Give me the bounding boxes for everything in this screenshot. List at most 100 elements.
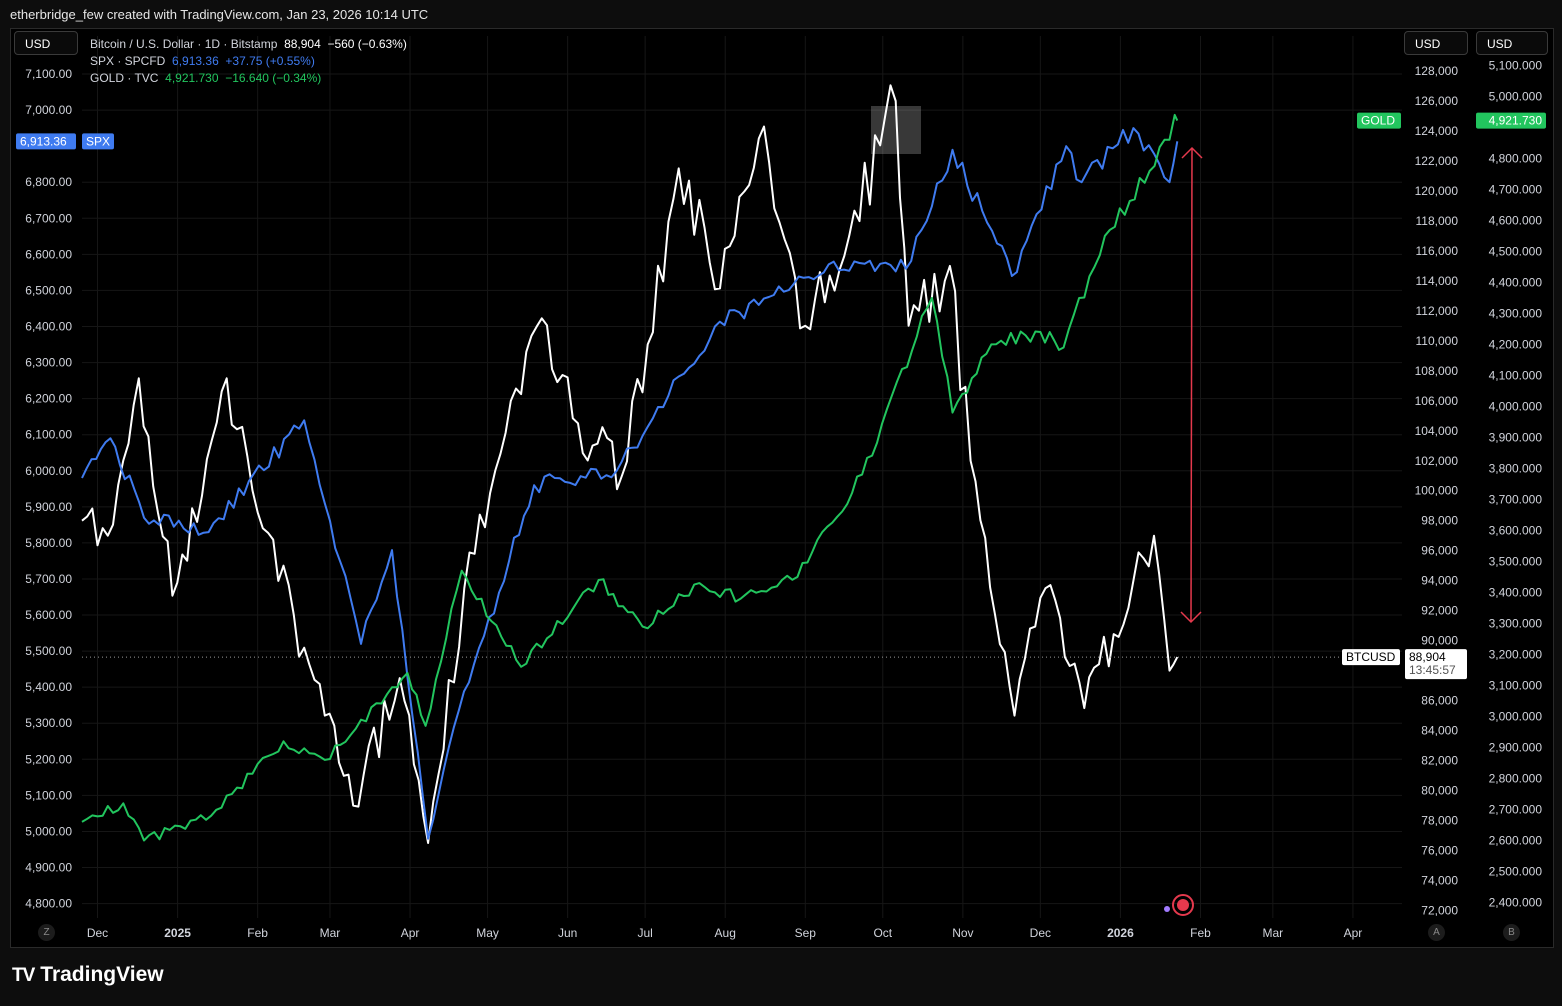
economic-event-icon (1172, 894, 1194, 916)
btc-value-badge-bg (1405, 649, 1467, 680)
legend-gold[interactable]: GOLD · TVC 4,921.730 −16.640 (−0.34%) (90, 70, 407, 87)
spx-tick-label: 4,900.00 (25, 861, 72, 875)
measure-arrow-line (1190, 147, 1193, 623)
btc-tick-label: 90,000 (1421, 634, 1458, 648)
legend-spx-name: SPX · SPCFD (90, 54, 166, 68)
spx-tick-label: 6,700.00 (25, 211, 72, 225)
spx-tick-label: 6,500.00 (25, 283, 72, 297)
x-tick-label: Jun (558, 926, 577, 940)
spx-label-badge-bg (82, 133, 114, 150)
gold-tick-label: 2,900.000 (1489, 740, 1543, 754)
gold-tick-label: 3,400.000 (1489, 585, 1543, 599)
x-tick-label: Jul (637, 926, 652, 940)
spx-tick-label: 5,100.00 (25, 788, 72, 802)
gold-tick-label: 3,200.000 (1489, 647, 1543, 661)
gold-tick-label: 3,100.000 (1489, 678, 1543, 692)
right-currency-selector-2[interactable]: USD (1476, 31, 1548, 55)
btc-tick-label: 116,000 (1416, 244, 1459, 258)
gold-tick-label: 4,400.000 (1489, 275, 1543, 289)
gold-tick-label: 2,600.000 (1489, 833, 1543, 847)
btc-tick-label: 72,000 (1421, 904, 1458, 918)
x-tick-label: Mar (320, 926, 341, 940)
gold-label-badge-bg (1357, 112, 1401, 129)
sparkle-icon (1164, 906, 1170, 912)
gold-tick-label: 2,400.000 (1489, 895, 1543, 909)
gold-tick-label: 2,500.000 (1489, 864, 1543, 878)
legend-spx[interactable]: SPX · SPCFD 6,913.36 +37.75 (+0.55%) (90, 53, 407, 70)
spx-tick-label: 5,000.00 (25, 824, 72, 838)
btc-countdown-badge: 13:45:57 (1409, 663, 1456, 677)
btc-value-badge: 88,904 (1409, 650, 1446, 664)
right-currency-selector-1[interactable]: USD (1404, 31, 1468, 55)
btc-tick-label: 82,000 (1421, 754, 1458, 768)
spx-tick-label: 5,700.00 (25, 572, 72, 586)
gold-tick-label: 3,700.000 (1489, 492, 1543, 506)
spx-tick-label: 6,100.00 (25, 428, 72, 442)
x-tick-label: May (476, 926, 499, 940)
left-currency-selector[interactable]: USD (14, 31, 78, 55)
gold-tick-label: 3,300.000 (1489, 616, 1543, 630)
x-tick-label: Sep (795, 926, 817, 940)
gold-tick-label: 3,000.000 (1489, 709, 1543, 723)
x-tick-label: 2025 (164, 926, 191, 940)
legend-spx-price: 6,913.36 (172, 54, 219, 68)
btc-tick-label: 124,000 (1415, 124, 1459, 138)
legend-btc-name: Bitcoin / U.S. Dollar · 1D · Bitstamp (90, 37, 278, 51)
spx-tick-label: 7,000.00 (25, 103, 72, 117)
scale-mode-z-button[interactable]: Z (38, 924, 55, 941)
btc-line (81, 84, 1179, 844)
spx-tick-label: 5,200.00 (25, 752, 72, 766)
spx-tick-label: 5,300.00 (25, 716, 72, 730)
chart-caption: etherbridge_few created with TradingView… (10, 7, 429, 22)
btc-tick-label: 114,000 (1416, 274, 1459, 288)
x-tick-label: Dec (1030, 926, 1051, 940)
legend-btc-price: 88,904 (284, 37, 321, 51)
auto-scale-button[interactable]: A (1428, 924, 1445, 941)
spx-tick-label: 6,300.00 (25, 356, 72, 370)
btc-tick-label: 96,000 (1421, 544, 1458, 558)
spx-tick-label: 5,400.00 (25, 680, 72, 694)
btc-tick-label: 100,000 (1415, 484, 1459, 498)
btc-tick-label: 120,000 (1415, 184, 1459, 198)
spx-value-badge-bg (16, 133, 76, 150)
gold-tick-label: 4,300.000 (1489, 306, 1543, 320)
tradingview-logo-icon: TV (12, 965, 35, 986)
scale-b-button[interactable]: B (1503, 924, 1520, 941)
legend-btc-change: −560 (−0.63%) (327, 37, 407, 51)
btc-tick-label: 94,000 (1421, 574, 1458, 588)
btc-tick-label: 122,000 (1415, 154, 1459, 168)
btc-tick-label: 110,000 (1416, 334, 1459, 348)
btc-label-badge: BTCUSD (1346, 650, 1396, 664)
spx-tick-label: 6,800.00 (25, 175, 72, 189)
x-tick-label: Mar (1263, 926, 1284, 940)
btc-tick-label: 86,000 (1421, 694, 1458, 708)
spx-label-badge: SPX (86, 134, 110, 148)
legend-gold-name: GOLD · TVC (90, 71, 159, 85)
spx-tick-label: 6,600.00 (25, 247, 72, 261)
measure-arrow-head-top (1181, 146, 1203, 159)
x-tick-label: Feb (1190, 926, 1211, 940)
spx-tick-label: 6,400.00 (25, 320, 72, 334)
gold-tick-label: 4,500.000 (1489, 244, 1543, 258)
x-tick-label: Apr (401, 926, 420, 940)
x-tick-label: Feb (247, 926, 268, 940)
btc-tick-label: 80,000 (1421, 784, 1458, 798)
spx-tick-label: 7,100.00 (25, 67, 72, 81)
gold-tick-label: 3,600.000 (1489, 523, 1543, 537)
x-tick-label: 2026 (1107, 926, 1134, 940)
gold-tick-label: 5,100.000 (1489, 58, 1543, 72)
btc-tick-label: 102,000 (1415, 454, 1459, 468)
spx-tick-label: 5,900.00 (25, 500, 72, 514)
spx-tick-label: 5,500.00 (25, 644, 72, 658)
gold-tick-label: 3,800.000 (1489, 461, 1543, 475)
btc-tick-label: 92,000 (1421, 604, 1458, 618)
btc-tick-label: 74,000 (1421, 874, 1458, 888)
btc-tick-label: 108,000 (1415, 364, 1459, 378)
gold-tick-label: 4,700.000 (1489, 182, 1543, 196)
x-tick-label: Dec (87, 926, 108, 940)
chart-grid (82, 36, 1402, 918)
chart-series (81, 84, 1402, 844)
legend-btc[interactable]: Bitcoin / U.S. Dollar · 1D · Bitstamp 88… (90, 36, 407, 53)
x-tick-label: Oct (873, 926, 892, 940)
